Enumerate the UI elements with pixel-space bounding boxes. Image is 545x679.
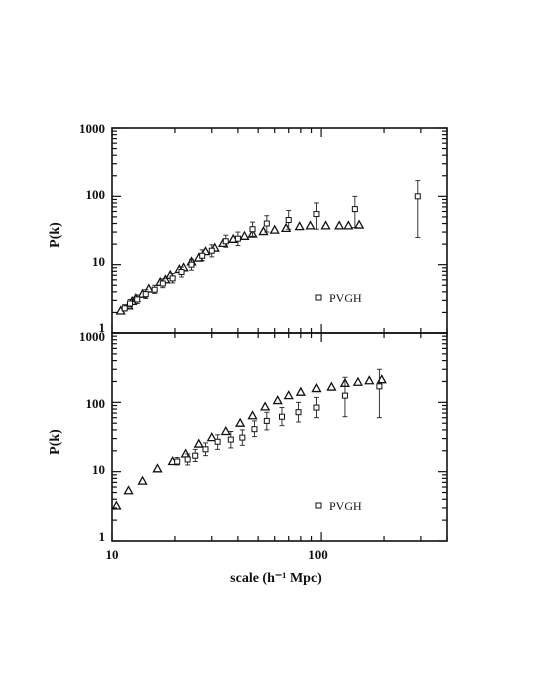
- top-triangle-point: [247, 228, 258, 238]
- bottom-square-point: [174, 458, 181, 465]
- bottom-square-point: [263, 417, 270, 424]
- bottom-square-point: [239, 434, 246, 441]
- bottom-triangle-point: [283, 390, 294, 400]
- bottom-y-axis-title: P(k): [48, 429, 63, 455]
- x-axis-title: scale (h⁻¹ Mpc): [230, 571, 322, 586]
- top-square-point: [208, 247, 215, 254]
- bottom-legend: PVGH: [315, 499, 362, 513]
- top-square-point: [249, 226, 256, 233]
- bottom-triangle-point: [272, 395, 283, 405]
- top-square-point: [188, 261, 195, 268]
- top-square-point: [142, 291, 149, 298]
- top-triangle-point: [320, 220, 331, 230]
- bottom-triangle-point: [295, 386, 306, 396]
- bottom-square-point: [251, 426, 258, 433]
- bottom-square-point: [278, 413, 285, 420]
- chart-marks: [111, 127, 448, 542]
- bottom-triangle-point: [123, 485, 134, 495]
- bottom-triangle-point: [247, 410, 258, 420]
- bottom-triangle-point: [352, 376, 364, 386]
- bottom-triangle-point: [235, 417, 246, 427]
- top-triangle-point: [305, 220, 316, 230]
- bottom-triangle-point: [311, 383, 322, 393]
- top-ytick-label: 1000: [79, 121, 105, 136]
- legend-square-icon: [315, 294, 322, 301]
- top-triangle-point: [343, 220, 354, 230]
- bottom-square-point: [313, 404, 320, 411]
- top-y-axis-title: P(k): [48, 222, 63, 248]
- top-square-point: [199, 252, 206, 259]
- top-square-point: [351, 206, 358, 213]
- bottom-ytick-label: 1000: [79, 329, 105, 344]
- top-triangle-point: [143, 283, 154, 293]
- bottom-triangle-point: [206, 432, 217, 442]
- top-legend-label: PVGH: [329, 291, 362, 305]
- bottom-square-point: [376, 383, 383, 390]
- top-square-point: [134, 296, 141, 303]
- bottom-square-point: [202, 446, 209, 453]
- bottom-legend-label: PVGH: [329, 499, 362, 513]
- bottom-ytick-label: 1: [99, 529, 106, 544]
- top-triangle-point: [269, 224, 280, 234]
- top-triangle-point: [280, 222, 292, 232]
- bottom-triangle-point: [326, 381, 337, 391]
- top-square-point: [127, 300, 134, 307]
- bottom-square-point: [184, 456, 191, 463]
- top-square-point: [159, 280, 166, 287]
- bottom-triangle-point: [111, 500, 122, 510]
- top-triangle-point: [200, 246, 211, 256]
- bottom-triangle-point: [193, 438, 204, 448]
- top-square-point: [414, 193, 421, 200]
- bottom-triangle-point: [152, 463, 163, 473]
- bottom-panel-frame: [111, 332, 448, 542]
- top-square-point: [263, 220, 270, 227]
- bottom-triangle-point: [137, 475, 148, 485]
- top-square-point: [178, 269, 185, 276]
- bottom-triangle-point: [180, 448, 191, 458]
- bottom-triangle-point: [260, 401, 271, 411]
- bottom-square-point: [295, 409, 302, 416]
- top-square-point: [222, 238, 229, 245]
- bottom-ytick-label: 100: [86, 396, 106, 411]
- top-ytick-label: 10: [92, 254, 105, 269]
- bottom-triangle-point: [364, 375, 375, 385]
- top-square-point: [313, 211, 320, 218]
- legend-square-icon: [315, 502, 322, 509]
- top-ytick-label: 100: [86, 187, 106, 202]
- bottom-square-point: [227, 436, 234, 443]
- top-square-point: [121, 305, 128, 312]
- bottom-square-point: [341, 392, 348, 399]
- top-panel-frame: [111, 127, 448, 334]
- bottom-ytick-label: 10: [92, 462, 105, 477]
- top-ytick-label: 1: [99, 320, 106, 335]
- top-square-point: [151, 286, 158, 293]
- bottom-triangle-point: [220, 425, 231, 436]
- bottom-square-point: [214, 438, 221, 445]
- top-triangle-point: [334, 220, 345, 230]
- top-triangle-point: [239, 230, 250, 240]
- top-square-point: [169, 275, 176, 282]
- top-triangle-point: [258, 226, 269, 236]
- xtick-label: 10: [106, 547, 119, 562]
- top-triangle-point: [354, 219, 365, 229]
- bottom-square-point: [192, 452, 199, 459]
- top-legend: PVGH: [315, 291, 362, 305]
- xtick-label: 100: [308, 547, 328, 562]
- top-triangle-point: [294, 221, 305, 231]
- top-square-point: [285, 217, 292, 224]
- top-square-point: [234, 235, 241, 242]
